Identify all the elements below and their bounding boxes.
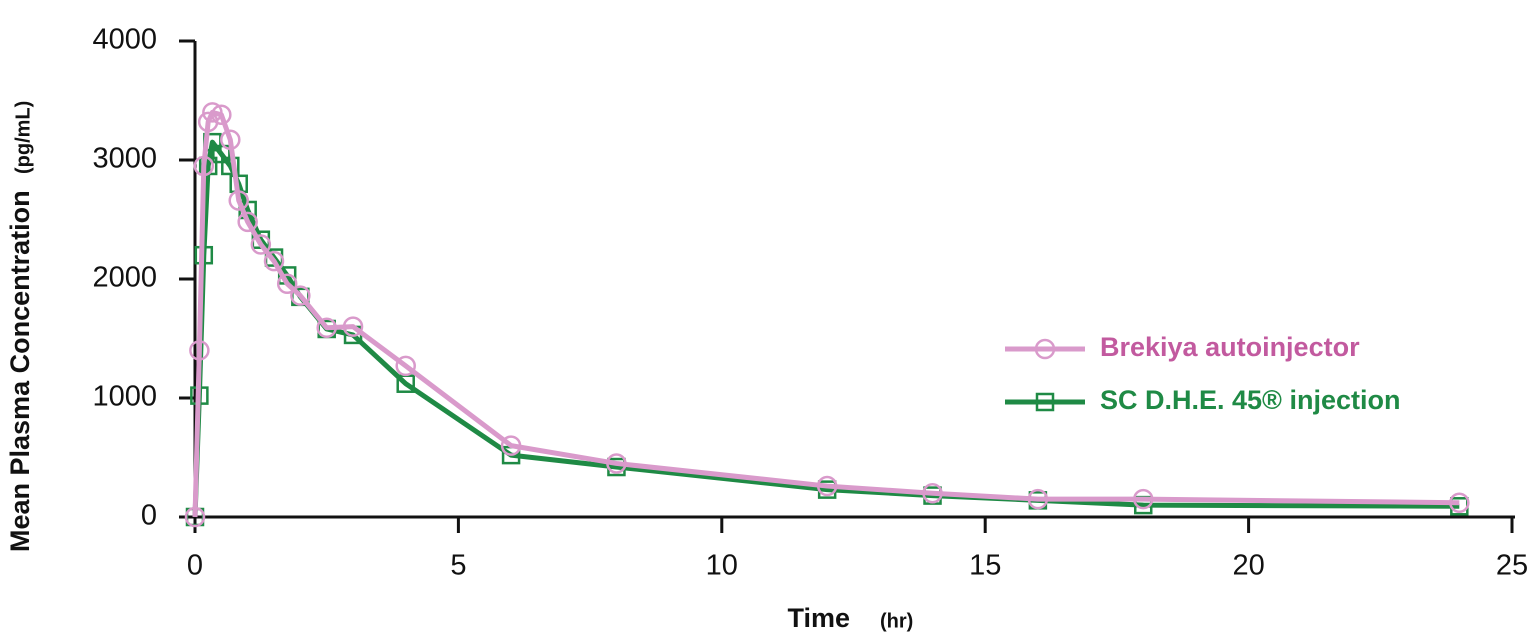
data-point [220,129,241,151]
y-tick-label: 1000 [92,381,157,413]
y-tick-label: 0 [141,500,157,532]
data-point [237,211,258,233]
data-point [606,453,627,474]
x-axis-unit: (hr) [880,610,913,632]
data-point [290,285,311,306]
data-point [500,435,522,456]
legend-marker [1034,338,1056,360]
data-point [922,482,943,504]
data-point [263,250,285,272]
data-point [395,355,416,377]
x-tick-label: 10 [706,550,738,582]
data-point [221,156,240,176]
y-tick-label: 2000 [92,262,157,294]
x-tick-label: 0 [187,550,203,582]
y-tick-label: 4000 [92,24,157,56]
data-point [1027,488,1049,510]
data-point [250,234,272,255]
data-point [1449,492,1470,513]
data-point [202,102,223,123]
x-tick-label: 25 [1496,550,1528,582]
y-tick-label: 3000 [92,143,157,175]
data-point [276,273,298,295]
x-tick-label: 15 [969,550,1001,582]
data-point [342,316,364,337]
data-point [211,104,232,126]
x-axis-label: Time [787,603,850,633]
data-point [193,155,215,177]
series-line [192,139,1460,518]
data-point [316,317,337,339]
data-point [228,190,249,211]
legend-label: SC D.H.E. 45® injection [1100,385,1400,415]
series-line [192,109,1460,518]
data-point [184,506,206,528]
data-point [816,475,838,497]
data-point [1132,488,1154,510]
legend-marker [1035,392,1055,412]
x-tick-label: 20 [1232,550,1264,582]
x-tick-label: 5 [450,550,466,582]
data-point [189,340,210,361]
y-axis-label: Mean Plasma Concentration [5,190,35,552]
legend-label: Brekiya autoinjector [1100,332,1360,362]
y-axis-unit: (pg/mL) [12,101,34,174]
